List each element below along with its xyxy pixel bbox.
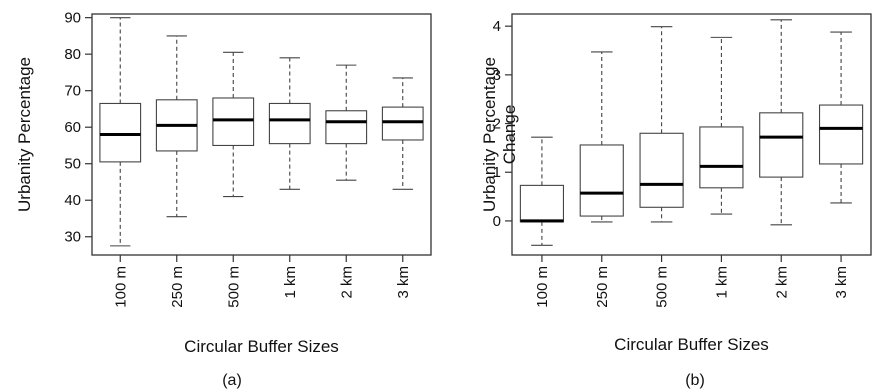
box-250-m xyxy=(579,51,624,223)
box-250-m xyxy=(155,35,198,218)
iqr-box xyxy=(699,126,744,189)
panel-label: (b) xyxy=(685,372,705,389)
x-tick-label: 1 km xyxy=(713,266,730,299)
iqr-box xyxy=(639,132,684,208)
x-tick-label: 100 m xyxy=(112,266,129,308)
iqr-box xyxy=(212,97,255,147)
box-3-km xyxy=(381,77,424,190)
box-1-km xyxy=(699,36,744,215)
box-3-km xyxy=(818,31,864,204)
panel-a: 30 40 50 60 70 80 90 100 m 250 m 500 m 1 km 2 km 3 k… xyxy=(15,10,432,389)
y-tick-label: 70 xyxy=(64,83,81,100)
y-axis-title: Urbanity Percentage xyxy=(15,57,34,212)
iqr-box xyxy=(268,102,311,145)
x-axis-title: Circular Buffer Sizes xyxy=(184,337,339,356)
iqr-box xyxy=(579,144,624,217)
y-tick-label: 30 xyxy=(64,229,81,246)
y-tick-label: 90 xyxy=(64,10,81,27)
iqr-box xyxy=(519,184,565,223)
y-axis-title: Change xyxy=(500,105,519,165)
box-2-km xyxy=(759,19,804,226)
x-tick-label: 500 m xyxy=(654,266,671,308)
x-tick-label: 3 km xyxy=(395,266,412,299)
y-tick-label: 0 xyxy=(493,213,501,230)
box-100-m xyxy=(519,136,565,246)
iqr-box xyxy=(818,104,864,165)
x-tick-label: 250 m xyxy=(594,266,611,308)
iqr-box xyxy=(325,110,368,145)
iqr-box xyxy=(99,102,142,163)
y-tick-label: 1 xyxy=(493,164,501,181)
y-axis-title: Urbanity Percentage xyxy=(480,57,499,212)
y-tick-label: 40 xyxy=(64,192,81,209)
x-tick-label: 2 km xyxy=(773,266,790,299)
y-tick-label: 4 xyxy=(493,18,501,35)
y-tick-label: 60 xyxy=(64,119,81,136)
box-2-km xyxy=(325,64,368,181)
box-500-m xyxy=(212,51,255,198)
plot-frame xyxy=(511,13,872,256)
y-tick-label: 2 xyxy=(493,116,501,133)
plot-frame xyxy=(91,13,432,256)
x-axis-title: Circular Buffer Sizes xyxy=(614,335,769,354)
x-tick-label: 3 km xyxy=(833,266,850,299)
box-1-km xyxy=(268,57,311,190)
panel-b: 0 1 2 3 4 100 m 250 m 500 m 1 km 2 km 3 km Circular… xyxy=(480,13,872,389)
box-500-m xyxy=(639,26,684,223)
x-tick-label: 250 m xyxy=(169,266,186,308)
box-100-m xyxy=(99,17,142,247)
panel-label: (a) xyxy=(222,372,242,389)
x-tick-label: 1 km xyxy=(282,266,299,299)
y-tick-label: 80 xyxy=(64,46,81,63)
y-tick-label: 50 xyxy=(64,156,81,173)
x-tick-label: 2 km xyxy=(338,266,355,299)
iqr-box xyxy=(381,106,424,141)
iqr-box xyxy=(759,112,804,178)
y-tick-label: 3 xyxy=(493,67,501,84)
x-tick-label: 500 m xyxy=(225,266,242,308)
x-tick-label: 100 m xyxy=(534,266,551,308)
